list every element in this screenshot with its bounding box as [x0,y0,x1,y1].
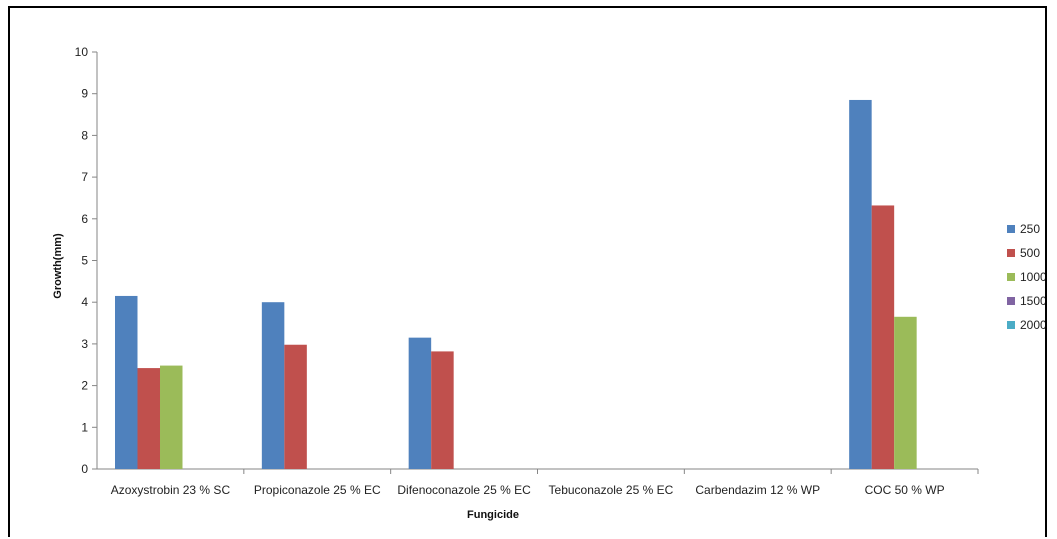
bar-1000 [894,316,917,469]
x-tick-label: COC 50 % WP [865,483,945,497]
x-tick-label: Carbendazim 12 % WP [695,483,820,497]
y-tick-label: 2 [81,379,88,393]
y-tick-label: 1 [81,420,88,434]
chart-frame: 0 1 2 3 4 5 6 7 8 9 10 Azoxystrobin 23 % SC Propico… [8,6,1047,537]
bar-250 [849,99,872,469]
bars [115,99,917,469]
bar-500 [871,205,895,469]
legend-swatch [1007,297,1015,305]
legend-label: 2000 [1020,318,1045,332]
bar-500 [431,351,454,469]
bar-1000 [160,365,183,469]
y-tick-label: 0 [81,462,88,476]
legend-label: 500 [1020,246,1040,260]
legend-swatch [1007,321,1015,329]
y-axis: 0 1 2 3 4 5 6 7 8 9 10 [75,45,98,476]
y-tick-label: 9 [81,87,88,101]
y-tick-label: 8 [81,128,88,142]
legend-label: 1500 [1020,294,1045,308]
legend-swatch [1007,249,1015,257]
x-tick-label: Difenoconazole 25 % EC [397,483,531,497]
x-axis: Azoxystrobin 23 % SC Propiconazole 25 % E… [97,468,979,497]
x-tick-label: Propiconazole 25 % EC [254,483,381,497]
legend-label: 1000 [1020,270,1045,284]
bar-500 [137,368,160,469]
legend: 250 500 1000 1500 2000 [1007,222,1045,332]
y-tick-label: 4 [81,295,88,309]
y-tick-label: 5 [81,254,88,268]
legend-swatch [1007,225,1015,233]
x-axis-title: Fungicide [467,509,519,521]
bar-500 [284,344,307,469]
bar-250 [261,302,285,469]
x-tick-label: Tebuconazole 25 % EC [549,483,674,497]
y-tick-label: 3 [81,337,88,351]
legend-label: 250 [1020,222,1040,236]
y-axis-title: Growth(mm) [52,233,64,299]
bar-chart: 0 1 2 3 4 5 6 7 8 9 10 Azoxystrobin 23 % SC Propico… [52,45,1045,521]
x-tick-label: Azoxystrobin 23 % SC [111,483,231,497]
y-tick-label: 7 [81,170,88,184]
bar-250 [408,337,432,469]
y-tick-label: 6 [81,212,88,226]
legend-swatch [1007,273,1015,281]
bar-250 [115,295,138,469]
y-tick-label: 10 [75,45,89,59]
